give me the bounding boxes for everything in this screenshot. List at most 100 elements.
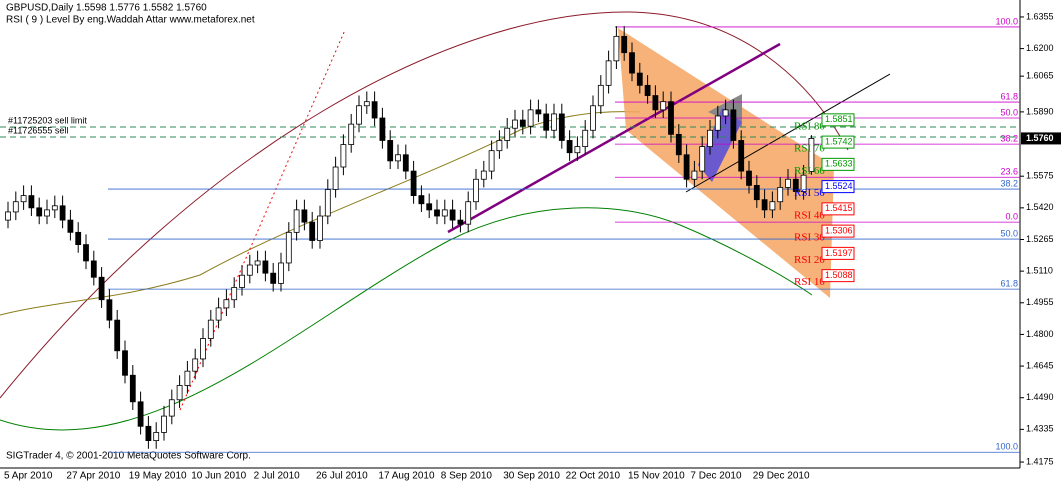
candle-body (746, 170, 752, 186)
y-tick-label: 1.4490 (1026, 392, 1054, 402)
y-tick-label: 1.4335 (1026, 424, 1054, 434)
candle-body (379, 117, 386, 141)
candle-body (660, 101, 667, 111)
candle-body (738, 140, 745, 172)
candle-body (504, 127, 511, 141)
chart-title: GBPUSD,Daily 1.5598 1.5776 1.5582 1.5760 (6, 3, 207, 14)
x-tick-label: 19 May 2010 (129, 471, 187, 482)
candle-body (20, 195, 27, 203)
candle-body (722, 109, 729, 117)
candle-body (285, 231, 292, 264)
x-tick-label: 27 Apr 2010 (66, 471, 120, 482)
candle-body (527, 109, 534, 127)
candle-body (168, 399, 175, 417)
x-tick-label: 5 Apr 2010 (4, 471, 53, 482)
fib-label: 38.2 (1000, 134, 1018, 144)
candle-body (223, 299, 230, 309)
candle-body (83, 244, 89, 262)
candle-body (590, 105, 596, 131)
fib-label: 50.0 (1000, 228, 1018, 238)
candle-body (51, 205, 58, 211)
x-tick-label: 17 Aug 2010 (378, 471, 435, 482)
current-price-label: 1.5760 (1026, 133, 1054, 143)
rsi-value: 1.5088 (825, 270, 853, 280)
candle-body (761, 199, 768, 211)
candle-body (371, 101, 378, 119)
candle-body (457, 219, 464, 225)
x-tick-label: 15 Nov 2010 (628, 471, 685, 482)
candle-body (129, 374, 136, 403)
y-tick-label: 1.4800 (1026, 329, 1054, 339)
candle-body (730, 109, 737, 141)
rsi-box (821, 180, 855, 194)
candle-body (59, 205, 66, 221)
rsi-label: RSI 80 (794, 120, 825, 132)
x-tick-label: 22 Oct 2010 (566, 471, 621, 482)
candle-body (317, 215, 323, 241)
candle-body (519, 119, 526, 127)
rsi-box (821, 246, 855, 260)
candle-body (574, 146, 581, 154)
candle-body (192, 358, 199, 372)
rsi-value: 1.5524 (825, 181, 853, 191)
candle-body (480, 170, 487, 180)
moving-average (0, 11, 849, 399)
y-tick-label: 1.6200 (1026, 43, 1054, 53)
candle-body (800, 174, 807, 192)
regression-channel (618, 28, 834, 298)
x-tick-label: 26 Jul 2010 (316, 471, 368, 482)
trend-line (685, 73, 891, 193)
candle-body (114, 319, 121, 352)
candle-body (176, 385, 183, 401)
candle-body (613, 35, 620, 62)
candle-body (785, 178, 791, 188)
candle-body (777, 187, 784, 203)
candle-body (270, 272, 277, 284)
rsi-label: RSI 70 (794, 143, 825, 155)
chart-subtitle: RSI ( 9 ) Level By eng.Waddah Attar www.… (6, 15, 255, 26)
candle-body (582, 129, 589, 147)
candle-body (122, 350, 128, 376)
candle-body (5, 211, 11, 221)
candle-body (707, 129, 713, 147)
y-tick-label: 1.4955 (1026, 297, 1054, 307)
candle-body (137, 401, 144, 427)
x-tick-label: 2 Jul 2010 (254, 471, 301, 482)
candle-body (67, 219, 74, 233)
candle-body (769, 201, 776, 211)
x-tick-label: 29 Dec 2010 (753, 471, 810, 482)
candle-body (106, 299, 113, 321)
order-label: #11726555 sell (8, 125, 68, 135)
y-tick-label: 1.5575 (1026, 171, 1054, 181)
candle-body (566, 140, 573, 154)
x-tick-label: 8 Sep 2010 (441, 471, 493, 482)
candle-body (363, 101, 370, 107)
candle-body (90, 260, 97, 278)
candle-body (753, 184, 760, 201)
candle-body (75, 231, 82, 245)
candle-body (675, 133, 682, 156)
rsi-value: 1.5633 (825, 159, 853, 169)
candle-body (207, 319, 214, 339)
candle-body (621, 35, 628, 54)
fib-label: 50.0 (1000, 107, 1018, 117)
candle-body (254, 260, 261, 266)
trend-line (179, 29, 346, 411)
candle-body (699, 146, 706, 172)
rsi-value: 1.5306 (825, 225, 853, 235)
rsi-box (821, 269, 855, 283)
rsi-label: RSI 30 (794, 232, 825, 244)
rsi-box (821, 113, 855, 127)
candle-body (324, 189, 331, 217)
rsi-value: 1.5197 (825, 248, 853, 258)
fib-label: 38.2 (1000, 178, 1018, 188)
candle-body (597, 84, 604, 107)
candle-body (465, 201, 472, 225)
candle-body (44, 209, 50, 217)
candle-body (668, 101, 674, 135)
footer: SIGTrader 4, © 2001-2010 MetaQuotes Soft… (6, 451, 251, 462)
candle-body (426, 203, 433, 211)
fib-label: 100.0 (995, 16, 1018, 26)
x-tick-label: 30 Sep 2010 (503, 471, 560, 482)
